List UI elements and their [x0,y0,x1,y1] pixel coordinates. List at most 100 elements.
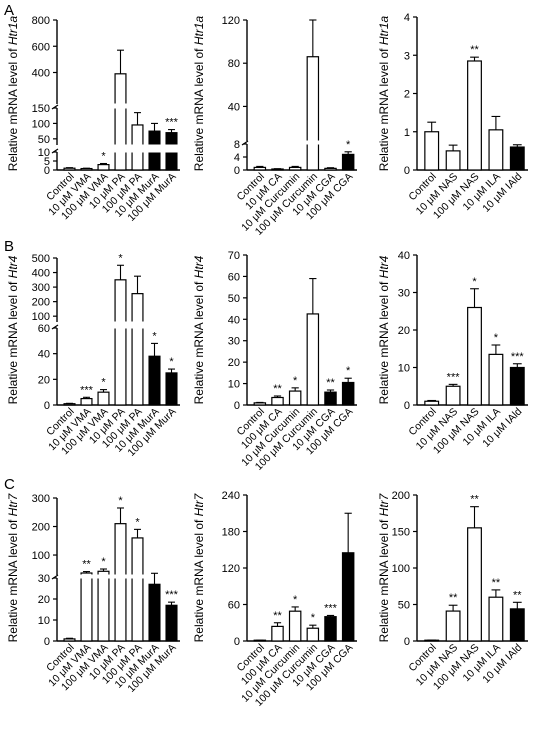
y-tick-label: 0 [44,636,50,648]
bar [114,73,127,171]
y-tick-label: 80 [228,58,240,70]
y-tick-label: 8 [234,139,240,151]
y-tick-label: 150 [32,103,50,115]
bar [165,372,178,406]
bar [271,625,284,642]
y-tick-label: 0 [234,636,240,648]
significance-label: * [169,356,174,368]
y-tick-label: 40 [38,349,50,361]
bar [509,366,525,406]
y-axis-label-prefix: Relative mRNA level of [377,516,391,642]
bar [148,583,161,642]
y-axis-label-gene: Htr4 [6,255,20,278]
y-tick-label: 20 [398,325,410,337]
y-tick-label: 60 [38,323,50,335]
y-tick-label: 30 [228,336,240,348]
y-tick-label: 240 [222,490,240,502]
bar [341,552,355,642]
bar [467,527,482,642]
bar [424,131,440,171]
significance-label: * [346,139,351,151]
y-axis-label: Relative mRNA level of Htr4 [377,255,391,404]
y-axis-label: Relative mRNA level of Htr1a [192,15,206,171]
bar [63,638,76,642]
bar-break-gap [131,144,144,153]
y-axis-label: Relative mRNA level of Htr4 [6,255,20,404]
significance-label: *** [447,371,461,383]
bar [97,164,110,171]
significance-label: *** [324,602,338,614]
y-tick-label: 20 [38,594,50,606]
y-tick-label: 0 [404,636,410,648]
y-axis-label-prefix: Relative mRNA level of [6,45,20,171]
y-axis-label-prefix: Relative mRNA level of [192,278,206,404]
axis-break-mark [241,140,249,146]
y-tick-label: 30 [398,288,410,300]
bar-chart-5: 0 10 20 30 40 50 60 70 Relative mRNA level of Ht… [192,250,357,473]
bar [488,596,504,642]
bar [424,400,440,406]
y-tick-label: 50 [38,134,50,146]
y-axis-label-prefix: Relative mRNA level of [192,516,206,642]
significance-label: * [293,594,298,606]
bar [63,403,76,406]
significance-label: * [346,365,351,377]
y-tick-label: 400 [32,268,50,280]
y-tick-label: 10 [228,379,240,391]
bar [324,616,337,642]
y-tick-label: 100 [32,550,50,562]
significance-label: ** [513,589,522,601]
bar-chart-7: 0 10 20 30 100 200 300 Relative mRNA level of H… [6,492,180,695]
y-tick-label: 60 [228,600,240,612]
y-tick-label: 200 [32,297,50,309]
y-axis-label-prefix: Relative mRNA level of [192,45,206,171]
bar [341,381,355,406]
y-axis-label: Relative mRNA level of Htr1a [377,15,391,171]
y-axis-label-prefix: Relative mRNA level of [377,278,391,404]
bar [306,56,320,171]
y-axis-label: Relative mRNA level of Htr7 [377,492,391,642]
y-axis-label: Relative mRNA level of Htr4 [192,255,206,404]
significance-label: *** [165,589,179,601]
y-tick-label: 400 [32,68,50,80]
bar [165,604,178,642]
panel-letter-b: B [4,238,15,255]
y-tick-label: 500 [32,253,50,265]
significance-label: ** [326,377,335,389]
y-tick-label: 20 [38,374,50,386]
significance-label: ** [82,559,91,571]
axis-break-mark [51,574,59,580]
y-tick-label: 4 [404,12,410,24]
bar [467,60,482,171]
y-tick-label: 0 [404,165,410,177]
bar [288,166,302,171]
y-axis-label-gene: Htr1a [6,15,20,45]
significance-label: * [152,330,157,342]
bar-break-gap [114,144,127,153]
significance-label: * [135,516,140,528]
bar [131,293,144,406]
y-tick-label: 10 [38,615,50,627]
significance-label: *** [511,351,525,363]
bar-break-gap [306,140,320,145]
y-axis-label: Relative mRNA level of Htr1a [6,15,20,171]
y-tick-label: 300 [32,282,50,294]
bar [509,146,525,171]
axis-break-mark [51,324,59,330]
y-tick-label: 5 [44,156,50,168]
y-tick-label: 300 [32,493,50,505]
y-tick-label: 70 [228,250,240,262]
bar [445,385,461,406]
y-tick-label: 0 [234,165,240,177]
y-tick-label: 30 [38,573,50,585]
bar [445,150,461,171]
y-tick-label: 10 [398,363,410,375]
y-axis-label-prefix: Relative mRNA level of [377,45,391,171]
y-tick-label: 600 [32,41,50,53]
bar-break-gap [97,574,110,579]
